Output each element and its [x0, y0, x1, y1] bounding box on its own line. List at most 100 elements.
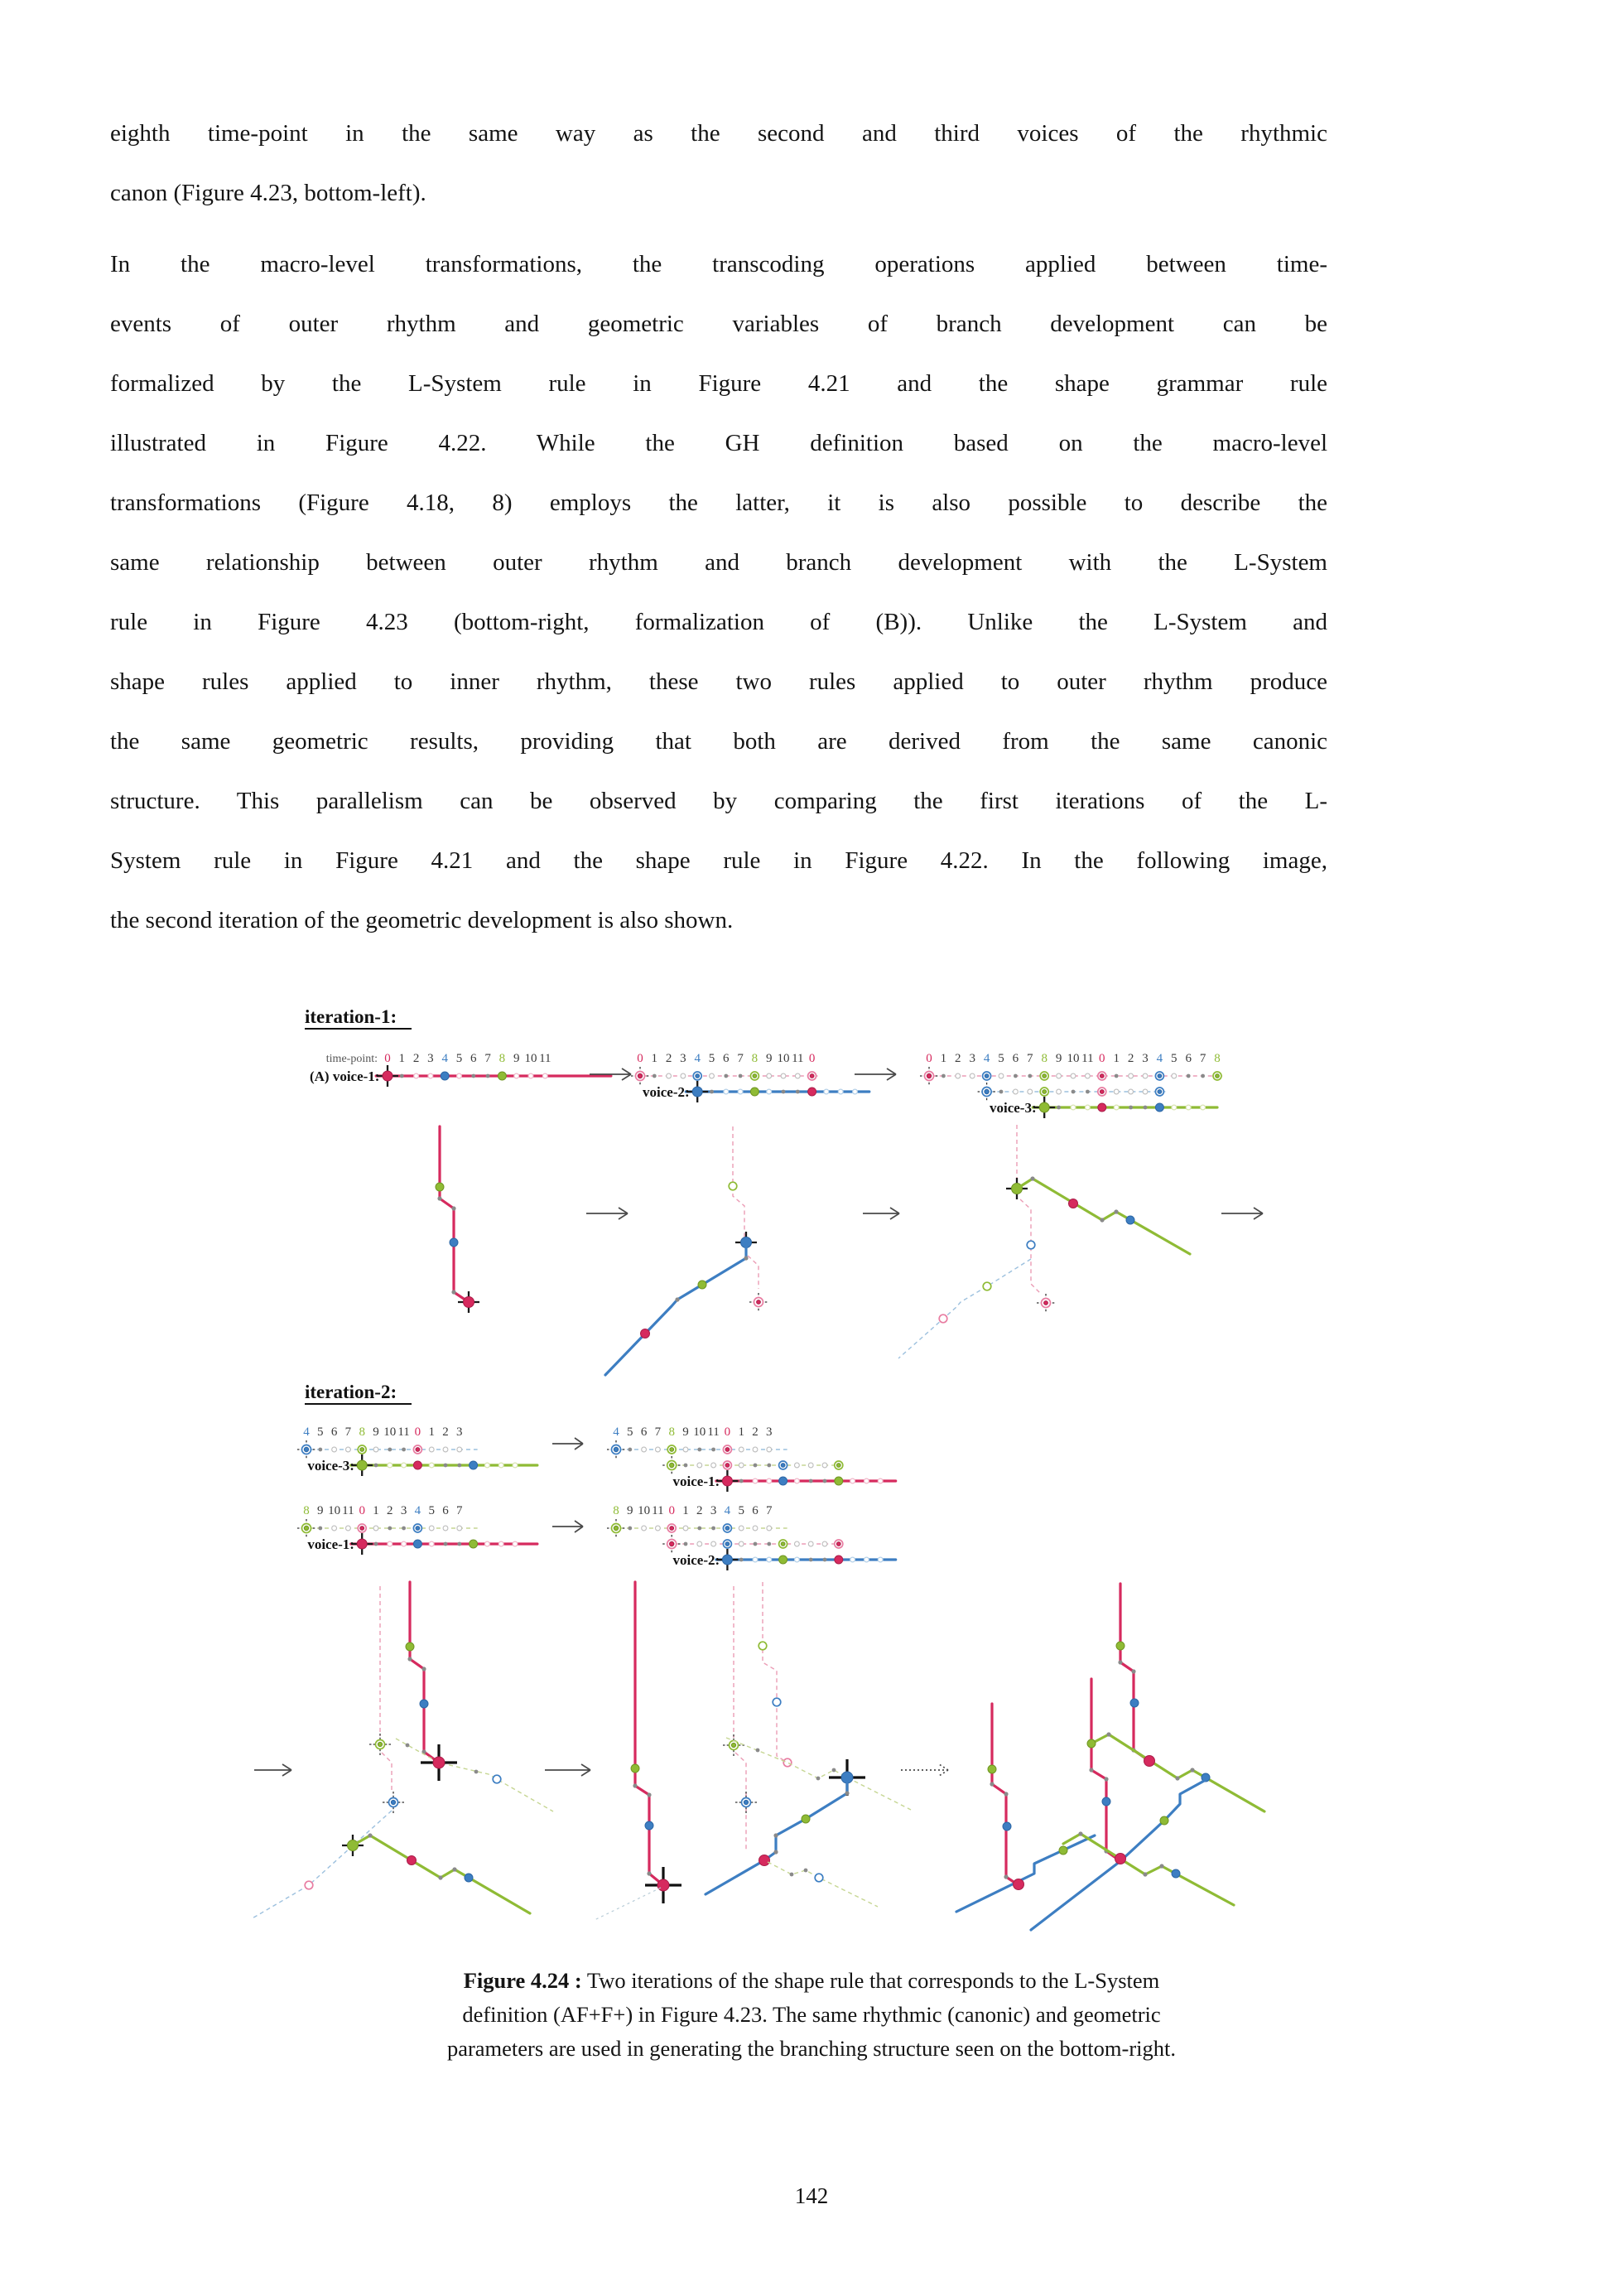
- tick-number: 11: [707, 1425, 719, 1439]
- highlight-marker: [834, 1555, 844, 1565]
- tick-number: 1: [1113, 1052, 1120, 1065]
- text-line: formalized by the L-System rule in Figur…: [110, 370, 1327, 397]
- timeline-row-it2-voice1a: 4 5 6 7 8 9 10 11 0 1 2 3 voice-1:: [607, 1425, 898, 1492]
- arrow-icon: [552, 1437, 584, 1450]
- tick-number: 2: [413, 1052, 420, 1065]
- timeline-row-it2-voice1b: 8 9 10 11 0 1 2 3 4 5 6 7 voice-1:: [297, 1504, 539, 1555]
- arrow-icon: [855, 1068, 897, 1081]
- tick-number: 9: [682, 1425, 689, 1439]
- crimson-origin-marker: [463, 1296, 474, 1308]
- tick-number: 1: [682, 1504, 689, 1517]
- tick-number: 7: [655, 1425, 662, 1439]
- tick-number: 10: [328, 1504, 340, 1517]
- tick-number: 0: [809, 1052, 816, 1065]
- origin-marker: [382, 1070, 393, 1082]
- text-line: the second iteration of the geometric de…: [110, 907, 734, 933]
- highlight-marker: [778, 1476, 788, 1486]
- branch-diagram-it1-stage3: [898, 1125, 1192, 1359]
- branch-diagram-it1-stage2: [604, 1126, 768, 1377]
- tick-number: 6: [442, 1504, 449, 1517]
- tick-number: 5: [317, 1425, 324, 1439]
- arrow-icon: [545, 1763, 591, 1777]
- tick-number: 2: [752, 1425, 759, 1439]
- timeline-row-it2-voice3: 4 5 6 7 8 9 10 11 0 1 2 3 voice-3:: [297, 1425, 539, 1476]
- tick-number: 5: [627, 1425, 633, 1439]
- figure-4-24-diagram: iteration-1: iteration-2: time-point: 0 1 2…: [250, 1006, 1266, 1932]
- green-marker: [435, 1182, 445, 1192]
- tick-number: 4: [303, 1425, 310, 1439]
- tick-number: 4: [415, 1504, 421, 1517]
- text-line: In the macro-level transformations, the …: [110, 251, 1327, 277]
- highlight-marker: [807, 1087, 817, 1097]
- highlight-marker: [778, 1555, 788, 1565]
- tick-number: 5: [1171, 1052, 1178, 1065]
- highlight-marker: [834, 1476, 844, 1486]
- tick-number: 0: [384, 1052, 391, 1065]
- caption-line-2: definition (AF+F+) in Figure 4.23. The s…: [462, 2002, 1161, 2027]
- tick-number: 3: [710, 1504, 717, 1517]
- timeline-row-it1-voice1: time-point: 0 1 2 3 4 5 6 7 8 9 10 11 (A) voice-1:: [310, 1052, 613, 1087]
- iteration-2-label: iteration-2:: [305, 1382, 397, 1402]
- tick-number: 9: [766, 1052, 773, 1065]
- tick-number: 0: [1099, 1052, 1105, 1065]
- tick-number: 7: [456, 1504, 463, 1517]
- tick-number: 9: [317, 1504, 324, 1517]
- crimson-origin-marker: [657, 1879, 670, 1892]
- tick-number: 5: [998, 1052, 1004, 1065]
- paragraph-2: In the macro-level transformations, the …: [110, 234, 1327, 950]
- voice-label: voice-3:: [307, 1458, 354, 1474]
- time-point-label: time-point:: [326, 1053, 378, 1065]
- tick-number: 10: [638, 1504, 650, 1517]
- tick-number: 3: [427, 1052, 434, 1065]
- arrow-icon: [1221, 1207, 1264, 1220]
- tick-number: 2: [442, 1425, 449, 1439]
- tick-number: 8: [303, 1504, 310, 1517]
- tick-number: 1: [941, 1052, 947, 1065]
- tick-number: 3: [969, 1052, 975, 1065]
- tick-number: 10: [778, 1052, 790, 1065]
- tick-number: 5: [428, 1504, 435, 1517]
- voice-label: voice-1:: [673, 1474, 720, 1489]
- tick-number: 8: [359, 1425, 365, 1439]
- tick-number: 0: [725, 1425, 731, 1439]
- tick-number: 5: [738, 1504, 744, 1517]
- origin-marker: [1038, 1102, 1050, 1113]
- tick-number: 5: [456, 1052, 463, 1065]
- blue-marker: [449, 1237, 459, 1247]
- caption-figure-label: Figure 4.24 :: [463, 1968, 582, 1993]
- tick-number: 8: [499, 1052, 506, 1065]
- paragraph-1: eighth time-point in the same way as the…: [110, 104, 1327, 223]
- tick-number: 9: [373, 1425, 379, 1439]
- highlight-marker: [469, 1460, 479, 1470]
- voice-label: voice-2:: [643, 1084, 690, 1100]
- text-line: eighth time-point in the same way as the…: [110, 120, 1327, 147]
- tick-number: 3: [680, 1052, 686, 1065]
- tick-number: 3: [1142, 1052, 1149, 1065]
- tick-number: 10: [525, 1052, 537, 1065]
- tick-number: 2: [1128, 1052, 1134, 1065]
- branch-diagram-it2-final: [955, 1582, 1266, 1932]
- tick-number: 4: [984, 1052, 990, 1065]
- tick-number: 11: [652, 1504, 663, 1517]
- tick-number: 5: [709, 1052, 715, 1065]
- text-line: same relationship between outer rhythm a…: [110, 549, 1327, 576]
- tick-number: 7: [1200, 1052, 1206, 1065]
- arrow-icon: [254, 1763, 292, 1777]
- voice-label: voice-1:: [307, 1536, 354, 1552]
- tick-number: 0: [926, 1052, 932, 1065]
- tick-number: 9: [1056, 1052, 1062, 1065]
- branch-diagram-it2-stage1: [250, 1580, 554, 1920]
- tick-number: 7: [345, 1425, 352, 1439]
- tick-number: 0: [668, 1504, 675, 1517]
- text-line: canon (Figure 4.23, bottom-left).: [110, 180, 426, 206]
- tick-number: 3: [456, 1425, 463, 1439]
- tick-number: 4: [441, 1052, 448, 1065]
- tick-number: 6: [1013, 1052, 1019, 1065]
- tick-number: 7: [766, 1504, 773, 1517]
- tick-number: 11: [1081, 1052, 1093, 1065]
- tick-number: 2: [666, 1052, 672, 1065]
- tick-number: 7: [484, 1052, 491, 1065]
- tick-number: 11: [397, 1425, 409, 1439]
- tick-number: 6: [752, 1504, 759, 1517]
